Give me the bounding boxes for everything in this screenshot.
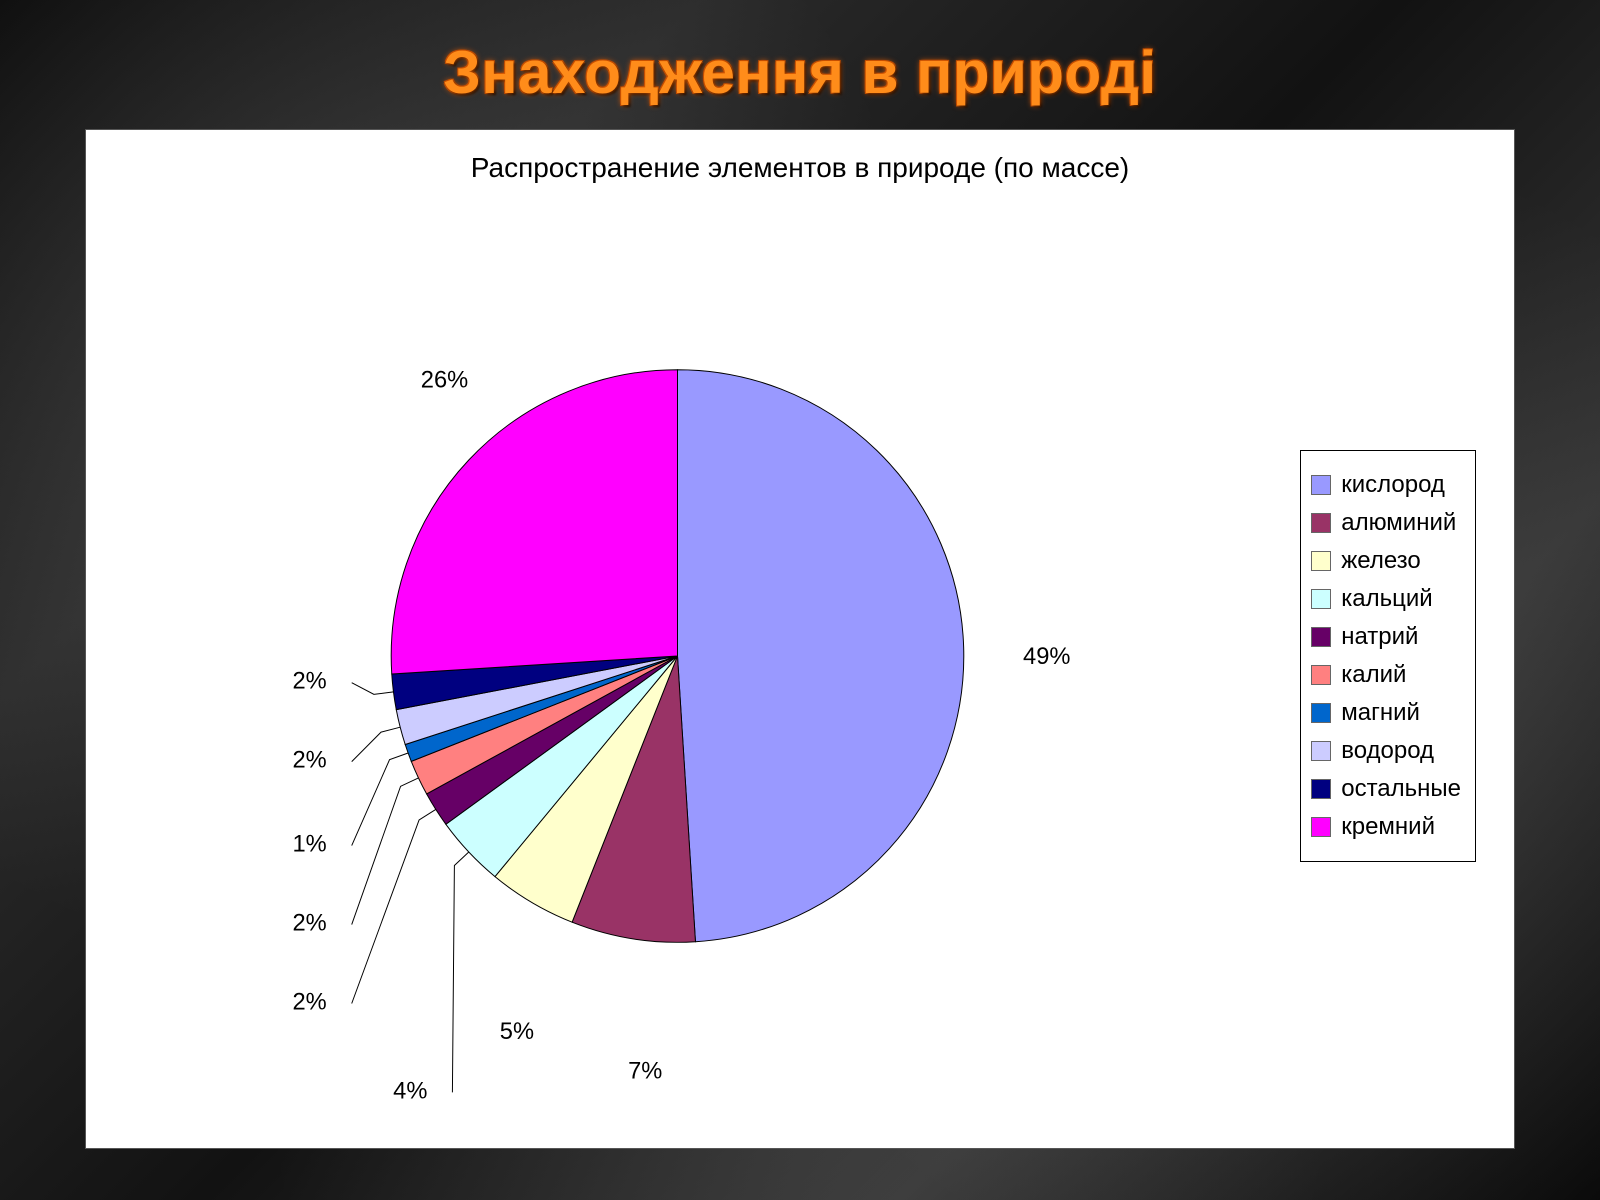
legend: кислород алюминий железо кальций натрий калий… xyxy=(1300,450,1476,862)
leader-line xyxy=(452,852,468,1092)
legend-label: алюминий xyxy=(1341,509,1456,537)
legend-item: кремний xyxy=(1311,813,1461,841)
pie-svg: 49% 7% 5% 4% 2% 2% 1% 2% 2% 26% xyxy=(114,192,1300,1120)
legend-swatch xyxy=(1311,513,1331,533)
legend-item: натрий xyxy=(1311,623,1461,651)
leader-line xyxy=(352,683,394,695)
legend-item: кальций xyxy=(1311,585,1461,613)
slice-label: 2% xyxy=(292,669,326,695)
legend-item: калий xyxy=(1311,661,1461,689)
legend-swatch xyxy=(1311,475,1331,495)
legend-label: железо xyxy=(1341,547,1421,575)
legend-item: водород xyxy=(1311,737,1461,765)
slide-title: Знаходження в природі xyxy=(443,38,1156,107)
chart-body: 49% 7% 5% 4% 2% 2% 1% 2% 2% 26% кислород алюминий ж… xyxy=(114,192,1486,1120)
legend-label: кальций xyxy=(1341,585,1432,613)
legend-swatch xyxy=(1311,741,1331,761)
legend-swatch xyxy=(1311,665,1331,685)
pie-area: 49% 7% 5% 4% 2% 2% 1% 2% 2% 26% xyxy=(114,192,1300,1120)
legend-swatch xyxy=(1311,779,1331,799)
chart-title: Распространение элементов в природе (по … xyxy=(114,152,1486,184)
pie-slice xyxy=(391,370,677,674)
slice-label: 2% xyxy=(292,910,326,936)
legend-item: алюминий xyxy=(1311,509,1461,537)
legend-swatch xyxy=(1311,817,1331,837)
legend-item: железо xyxy=(1311,547,1461,575)
legend-swatch xyxy=(1311,551,1331,571)
legend-label: кислород xyxy=(1341,471,1445,499)
slice-label: 26% xyxy=(421,367,468,393)
legend-label: магний xyxy=(1341,699,1420,727)
legend-label: остальные xyxy=(1341,775,1461,803)
chart-panel: Распространение элементов в природе (по … xyxy=(85,129,1515,1149)
legend-label: кремний xyxy=(1341,813,1435,841)
legend-item: кислород xyxy=(1311,471,1461,499)
legend-label: водород xyxy=(1341,737,1434,765)
slice-label: 5% xyxy=(500,1019,534,1045)
slice-label: 2% xyxy=(292,748,326,774)
pie-slice xyxy=(677,370,963,942)
legend-swatch xyxy=(1311,703,1331,723)
leader-line xyxy=(352,809,436,1003)
leader-line xyxy=(352,753,408,846)
legend-item: остальные xyxy=(1311,775,1461,803)
slide-backdrop: Знаходження в природі Распространение эл… xyxy=(0,0,1600,1200)
slice-label: 7% xyxy=(628,1059,662,1085)
slice-label: 2% xyxy=(292,989,326,1015)
legend-item: магний xyxy=(1311,699,1461,727)
legend-swatch xyxy=(1311,589,1331,609)
leader-line xyxy=(352,727,400,761)
legend-swatch xyxy=(1311,627,1331,647)
legend-label: калий xyxy=(1341,661,1406,689)
slice-label: 49% xyxy=(1023,644,1070,670)
slice-label: 1% xyxy=(292,831,326,857)
leader-line xyxy=(352,778,419,925)
slice-label: 4% xyxy=(393,1078,427,1104)
legend-label: натрий xyxy=(1341,623,1418,651)
